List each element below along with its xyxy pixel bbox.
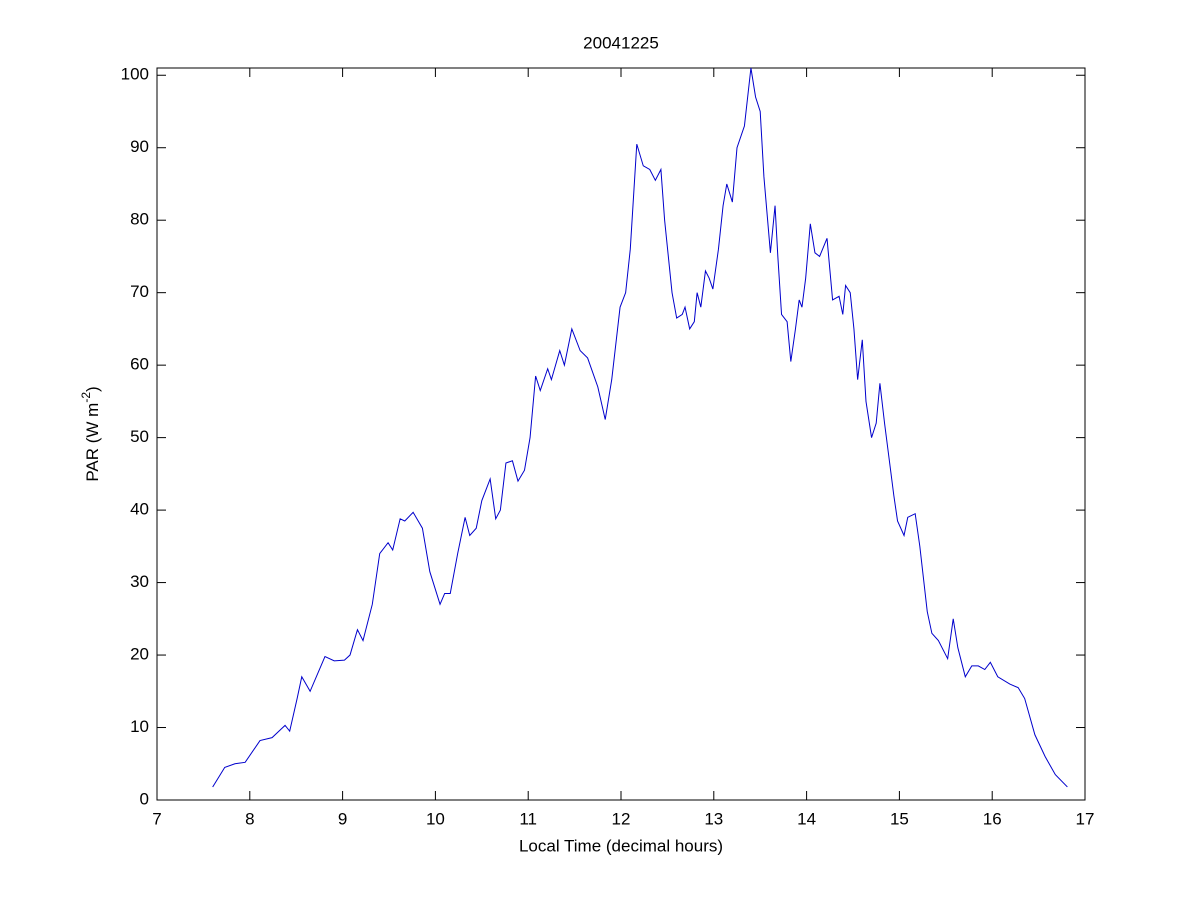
- y-tick-label: 60: [130, 355, 149, 374]
- y-tick-label: 20: [130, 645, 149, 664]
- x-tick-label: 15: [890, 809, 909, 828]
- y-axis-label: PAR (W m-2): [79, 386, 102, 481]
- x-tick-label: 17: [1076, 809, 1095, 828]
- x-tick-label: 16: [983, 809, 1002, 828]
- x-axis-label: Local Time (decimal hours): [519, 836, 723, 855]
- y-tick-label: 90: [130, 137, 149, 156]
- y-label-suffix: ): [83, 386, 102, 392]
- y-label-superscript: -2: [79, 392, 93, 403]
- chart-title: 20041225: [583, 33, 659, 52]
- data-line: [212, 67, 1068, 788]
- y-tick-label: 100: [121, 65, 149, 84]
- x-tick-label: 14: [797, 809, 816, 828]
- x-tick-label: 10: [426, 809, 445, 828]
- y-tick-label: 30: [130, 572, 149, 591]
- y-tick-label: 40: [130, 500, 149, 519]
- y-label-text: PAR (W m: [83, 403, 102, 482]
- y-tick-label: 0: [140, 789, 149, 808]
- x-tick-label: 11: [519, 809, 537, 828]
- x-tick-label: 7: [152, 809, 161, 828]
- x-tick-label: 9: [338, 809, 347, 828]
- y-tick-label: 50: [130, 427, 149, 446]
- x-tick-label: 8: [245, 809, 254, 828]
- y-tick-label: 70: [130, 282, 149, 301]
- y-tick-label: 10: [130, 717, 149, 736]
- x-tick-label: 13: [704, 809, 723, 828]
- plot-frame: [156, 67, 1086, 801]
- y-tick-label: 80: [130, 210, 149, 229]
- x-tick-label: 12: [612, 809, 631, 828]
